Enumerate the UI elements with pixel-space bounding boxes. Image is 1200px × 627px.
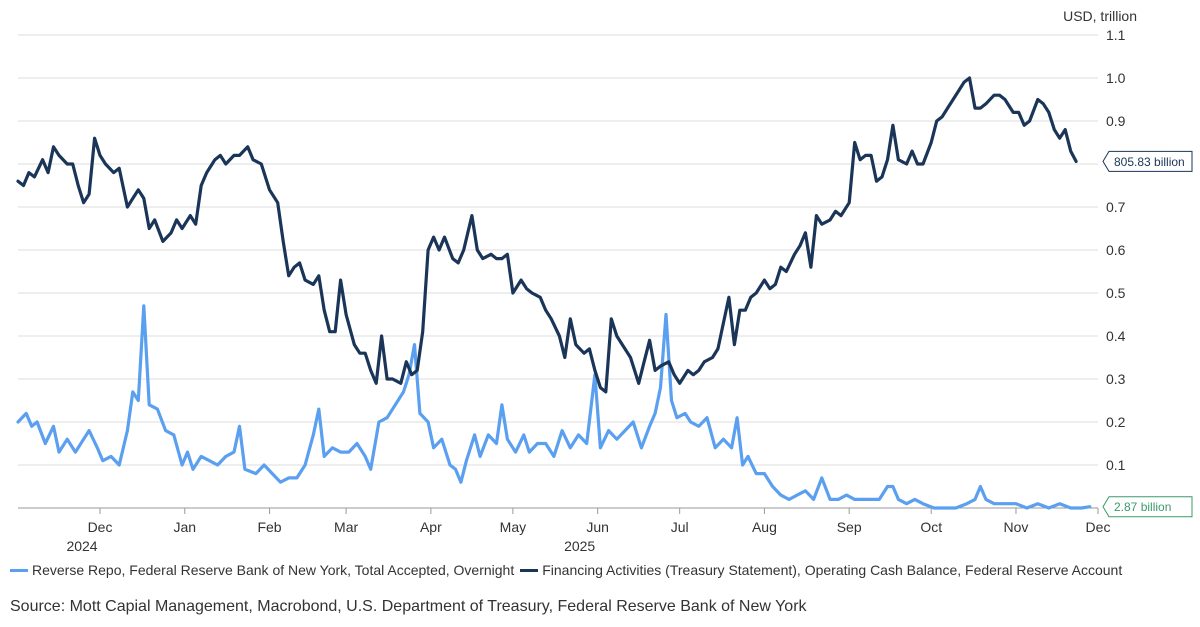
y-tick-label-5: 0.5 (1106, 285, 1126, 301)
legend-item-cash-balance: Financing Activities (Treasury Statement… (520, 562, 1122, 578)
y-axis: 0.00.10.20.30.40.50.60.70.80.91.01.1 (1106, 27, 1126, 516)
end-label-cash-balance: 805.83 billion (1114, 155, 1185, 169)
end-label-box-reverse-repo (1102, 496, 1193, 518)
x-tick-label-5: May (500, 519, 526, 535)
legend-swatch-reverse-repo (10, 568, 28, 572)
line-chart: 0.00.10.20.30.40.50.60.70.80.91.01.1 Dec… (16, 8, 1193, 554)
legend-item-reverse-repo: Reverse Repo, Federal Reserve Bank of Ne… (10, 562, 514, 578)
y-tick-label-7: 0.7 (1106, 199, 1126, 215)
y-tick-label-2: 0.2 (1106, 414, 1126, 430)
series-lines (16, 76, 1092, 510)
x-axis: Dec Jan Feb Mar Apr May Jun Jul Aug Sep Oct Nov Dec 2… (66, 508, 1110, 554)
y-tick-label-11: 1.1 (1106, 27, 1126, 43)
x-tick-label-7: Jul (671, 519, 689, 535)
x-tick-label-0: Dec (88, 519, 113, 535)
x-tick-label-8: Aug (752, 519, 777, 535)
x-year-label-0: 2024 (66, 538, 97, 554)
x-tick-label-6: Jun (586, 519, 609, 535)
end-label-box-cash-balance (1102, 150, 1193, 172)
x-tick-label-11: Nov (1004, 519, 1029, 535)
y-tick-label-3: 0.3 (1106, 371, 1126, 387)
grid-lines (18, 34, 1098, 509)
y-tick-label-4: 0.4 (1106, 328, 1126, 344)
y-tick-label-6: 0.6 (1106, 242, 1126, 258)
end-labels: 2.87 billion 805.83 billion (1102, 150, 1193, 518)
x-year-label-1: 2025 (564, 538, 595, 554)
y-tick-label-1: 0.1 (1106, 457, 1126, 473)
x-tick-label-9: Sep (837, 519, 862, 535)
x-tick-label-2: Feb (257, 519, 281, 535)
x-tick-label-1: Jan (173, 519, 196, 535)
source-note: Source: Mott Capial Management, Macrobon… (10, 598, 807, 615)
end-label-reverse-repo: 2.87 billion (1114, 500, 1171, 514)
legend: Reverse Repo, Federal Reserve Bank of Ne… (10, 562, 1128, 578)
legend-label-reverse-repo: Reverse Repo, Federal Reserve Bank of Ne… (32, 562, 515, 578)
series-line-cash-balance (16, 76, 1078, 394)
x-tick-label-10: Oct (920, 519, 942, 535)
y-tick-label-9: 0.9 (1106, 113, 1126, 129)
legend-swatch-cash-balance (520, 568, 539, 572)
unit-label: USD, trillion (1063, 8, 1137, 24)
x-tick-label-3: Mar (334, 519, 358, 535)
x-tick-label-4: Apr (420, 519, 442, 535)
y-tick-label-10: 1.0 (1106, 70, 1126, 86)
legend-label-cash-balance: Financing Activities (Treasury Statement… (542, 562, 1123, 578)
series-line-reverse-repo (16, 304, 1092, 510)
x-tick-label-12: Dec (1086, 519, 1111, 535)
